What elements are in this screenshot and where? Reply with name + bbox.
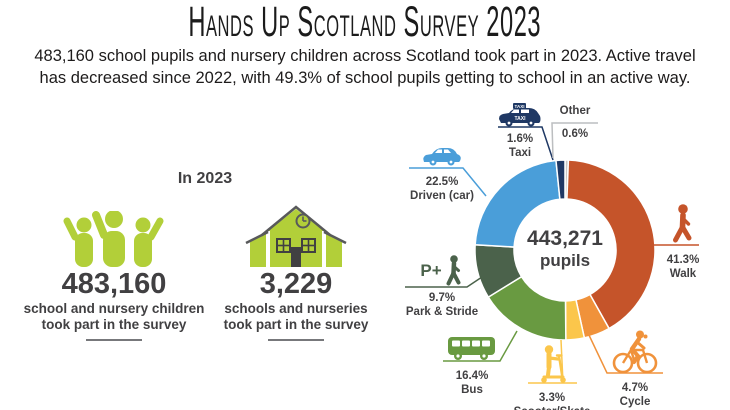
taxi-body-text: TAXI (514, 116, 526, 122)
callout-other: Other 0.6% (545, 104, 605, 141)
donut-svg (405, 122, 699, 384)
pupils-caption-line-2: took part in the survey (41, 317, 187, 332)
total-pupils-unit: pupils (539, 251, 591, 270)
divider-rule (86, 339, 142, 341)
taxi-label: Taxi (508, 147, 532, 159)
cycle-pct: 4.7% (621, 382, 649, 394)
in-2023-heading: In 2023 (177, 170, 233, 187)
bus-connector-line (443, 330, 518, 362)
callout-driven-car: 22.5% Driven (car) (402, 144, 482, 203)
scooter-icon (537, 345, 567, 387)
donut-center-label: 443,271 pupils (505, 227, 625, 271)
callout-cycle: 4.7% Cycle (600, 330, 670, 409)
children-icon (18, 203, 210, 267)
schools-count: 3,229 (259, 268, 333, 300)
schools-caption-line-2: took part in the survey (223, 317, 369, 332)
cycle-connector-line (587, 332, 663, 374)
schools-caption-line-1: schools and nurseries (224, 301, 368, 316)
park-stride-pct: 9.7% (428, 292, 456, 304)
divider-rule (268, 339, 324, 341)
schools-caption: schools and nurseries took part in the s… (214, 301, 378, 333)
driven-pct: 22.5% (425, 176, 459, 188)
bus-icon (447, 337, 497, 365)
summary-text: 483,160 school pupils and nursery childr… (0, 45, 730, 89)
walk-label: Walk (669, 268, 697, 280)
park-stride-label: Park & Stride (405, 306, 479, 318)
taxi-pct: 1.6% (506, 133, 534, 145)
total-pupils-value: 443,271 (527, 227, 603, 250)
driven-label: Driven (car) (410, 190, 474, 202)
callout-walk: 41.3% Walk (653, 204, 713, 281)
callout-bus: 16.4% Bus (432, 336, 512, 397)
other-label: Other (559, 105, 591, 117)
callout-taxi: TAXI TAXI 1.6% Taxi (491, 103, 549, 160)
mode-of-travel-donut-chart: 443,271 pupils TAXI TAXI 1.6% Taxi (395, 100, 730, 410)
walk-pct: 41.3% (666, 254, 700, 266)
taxi-icon: TAXI TAXI (497, 103, 543, 131)
taxi-sign-text: TAXI (515, 104, 525, 109)
park-and-stride-p-plus: P+ (420, 261, 442, 280)
school-building-icon (214, 203, 378, 267)
stat-schools: 3,229 schools and nurseries took part in… (214, 203, 378, 341)
walking-person-icon (670, 204, 696, 248)
callout-park-and-stride: P+ 9.7% Park & Stride (397, 255, 487, 319)
donut-segment-taxi (555, 159, 566, 201)
bus-pct: 16.4% (455, 370, 489, 382)
pupils-caption: school and nursery children took part in… (18, 301, 210, 333)
callout-scooter-skate: 3.3% Scooter/Skate (507, 345, 597, 410)
donut-segment-walk (566, 159, 656, 330)
cycle-label: Cycle (619, 396, 651, 408)
pupils-count: 483,160 (61, 268, 167, 300)
park-and-stride-icon: P+ (397, 255, 487, 286)
scooter-label: Scooter/Skate (507, 405, 597, 410)
taxi-connector-line (498, 126, 554, 161)
stat-pupils: 483,160 school and nursery children took… (18, 203, 210, 341)
pupils-caption-line-1: school and nursery children (23, 301, 205, 316)
other-connector-line (551, 122, 598, 159)
scooter-pct: 3.3% (538, 392, 566, 404)
bus-label: Bus (461, 384, 483, 396)
page-title: Hands Up Scotland Survey 2023 (188, 0, 542, 46)
donut-segments (474, 159, 656, 341)
other-pct: 0.6% (561, 128, 589, 140)
driven-connector-line (409, 167, 487, 197)
summary-line-2: has decreased since 2022, with 49.3% of … (39, 69, 691, 87)
page-title-wrap: Hands Up Scotland Survey 2023 (0, 0, 730, 47)
car-icon (422, 148, 462, 170)
cyclist-icon (612, 330, 658, 377)
summary-line-1: 483,160 school pupils and nursery childr… (34, 47, 696, 65)
park-stride-connector-line (405, 276, 483, 288)
